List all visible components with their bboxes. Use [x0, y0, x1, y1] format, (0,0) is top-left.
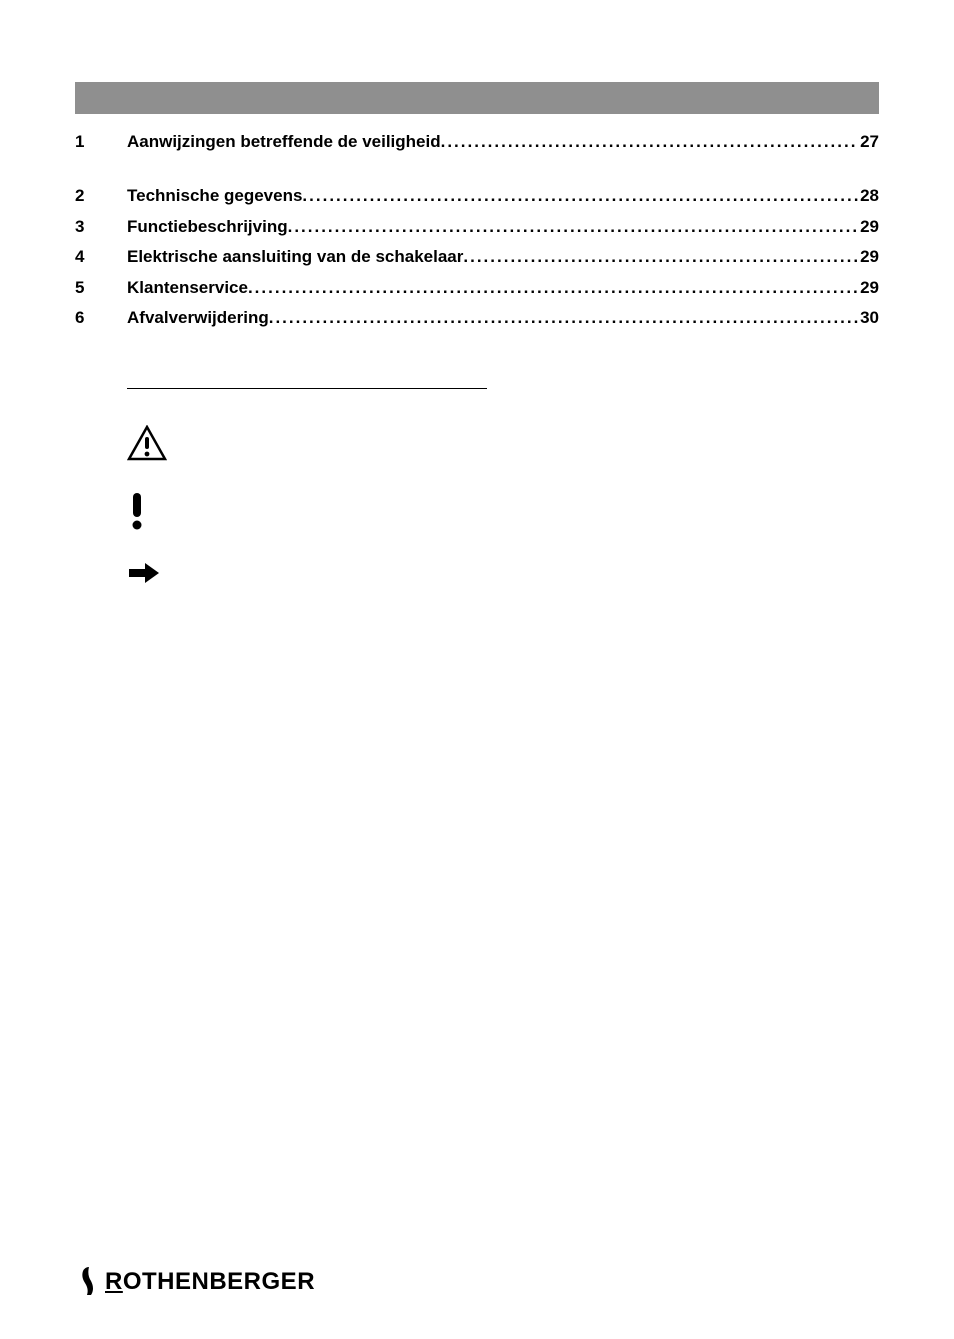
toc-title: Functiebeschrijving: [127, 217, 288, 237]
page-root: 1 Aanwijzingen betreffende de veiligheid…: [0, 0, 954, 1339]
toc-title: Elektrische aansluiting van de schakelaa…: [127, 247, 463, 267]
arrow-right-icon: [127, 561, 173, 585]
symbol-row: [127, 491, 879, 531]
toc-title: Klantenservice: [127, 278, 248, 298]
exclamation-icon: [127, 491, 173, 531]
symbol-row: [127, 561, 879, 585]
toc-page: 30: [858, 308, 879, 328]
divider-line: [127, 388, 487, 389]
toc-page: 29: [858, 247, 879, 267]
toc-leader: ........................................…: [463, 247, 858, 267]
toc-page: 27: [858, 132, 879, 152]
toc-row: 3 Functiebeschrijving ..................…: [75, 217, 879, 237]
brand-rest-text: OTHENBERGER: [123, 1268, 315, 1295]
toc-leader: ........................................…: [248, 278, 858, 298]
toc-page: 28: [858, 186, 879, 206]
toc-list: 1 Aanwijzingen betreffende de veiligheid…: [75, 132, 879, 328]
toc-page: 29: [858, 217, 879, 237]
brand-underlined-letter: R: [105, 1268, 123, 1295]
symbol-legend-section: [127, 388, 879, 585]
toc-leader: ........................................…: [441, 132, 858, 152]
brand-mark-icon: [75, 1265, 105, 1299]
toc-number: 5: [75, 278, 127, 298]
toc-leader: ........................................…: [288, 217, 858, 237]
toc-number: 6: [75, 308, 127, 328]
toc-number: 1: [75, 132, 127, 152]
toc-row: 5 Klantenservice .......................…: [75, 278, 879, 298]
brand-logo: ROTHENBERGER: [75, 1265, 315, 1299]
toc-leader: ........................................…: [269, 308, 858, 328]
toc-row: 6 Afvalverwijdering ....................…: [75, 308, 879, 328]
brand-text: ROTHENBERGER: [105, 1268, 315, 1296]
toc-leader: ........................................…: [302, 186, 858, 206]
toc-title: Technische gegevens: [127, 186, 302, 206]
toc-title: Afvalverwijdering: [127, 308, 269, 328]
symbol-row: [127, 425, 879, 461]
toc-title: Aanwijzingen betreffende de veiligheid: [127, 132, 441, 152]
toc-page: 29: [858, 278, 879, 298]
warning-triangle-icon: [127, 425, 173, 461]
page-footer: ROTHENBERGER: [0, 1265, 954, 1299]
toc-row: 1 Aanwijzingen betreffende de veiligheid…: [75, 132, 879, 152]
toc-number: 3: [75, 217, 127, 237]
toc-row: 4 Elektrische aansluiting van de schakel…: [75, 247, 879, 267]
toc-number: 2: [75, 186, 127, 206]
toc-row: 2 Technische gegevens ..................…: [75, 186, 879, 206]
section-header-bar: [75, 82, 879, 114]
toc-number: 4: [75, 247, 127, 267]
